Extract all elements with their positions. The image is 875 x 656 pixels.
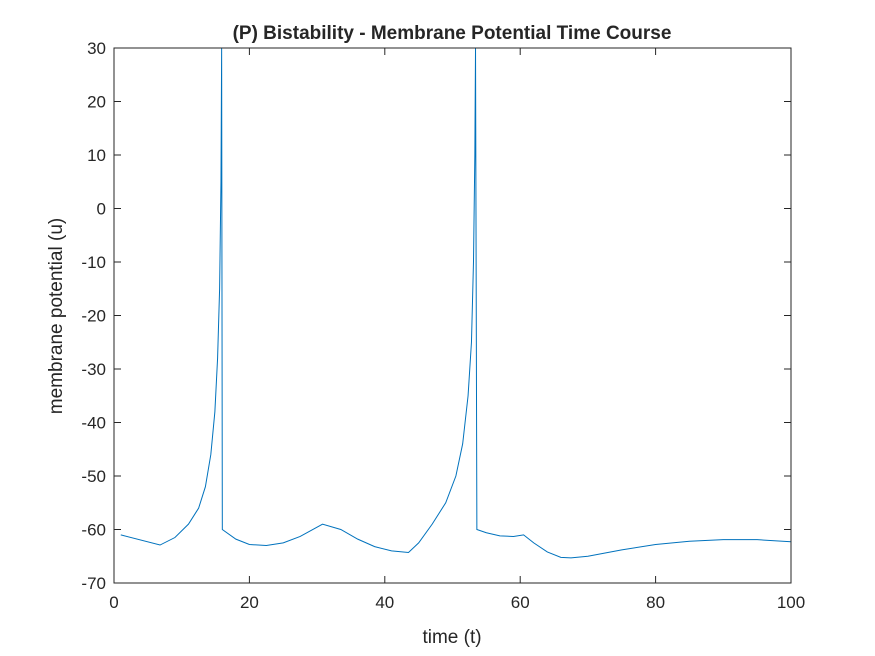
series-line [120, 47, 792, 559]
y-tick-label: -50 [81, 467, 106, 486]
x-tick-label: 20 [240, 593, 259, 612]
y-tick-label: 10 [87, 146, 106, 165]
y-tick-label: 30 [87, 39, 106, 58]
x-axis-ticks: 0 20 40 60 80 100 [109, 48, 805, 612]
y-tick-label: -10 [81, 253, 106, 272]
chart-title: (P) Bistability - Membrane Potential Tim… [233, 23, 672, 44]
x-tick-label: 40 [375, 593, 394, 612]
y-tick-label: -70 [81, 574, 106, 593]
y-tick-label: -60 [81, 521, 106, 540]
y-axis-ticks: -70 -60 -50 -40 -30 -20 -10 0 10 20 30 [81, 39, 791, 593]
x-tick-label: 80 [646, 593, 665, 612]
x-axis-label: time (t) [422, 627, 481, 648]
plot-background [114, 48, 791, 583]
y-tick-label: -20 [81, 307, 106, 326]
y-tick-label: -40 [81, 414, 106, 433]
x-tick-label: 100 [777, 593, 805, 612]
x-tick-label: 0 [109, 593, 118, 612]
y-tick-label: -30 [81, 360, 106, 379]
y-tick-label: 20 [87, 93, 106, 112]
y-tick-label: 0 [97, 200, 106, 219]
plot-frame [113, 47, 792, 584]
y-axis-label: membrane potential (u) [46, 218, 67, 414]
x-tick-label: 60 [511, 593, 530, 612]
